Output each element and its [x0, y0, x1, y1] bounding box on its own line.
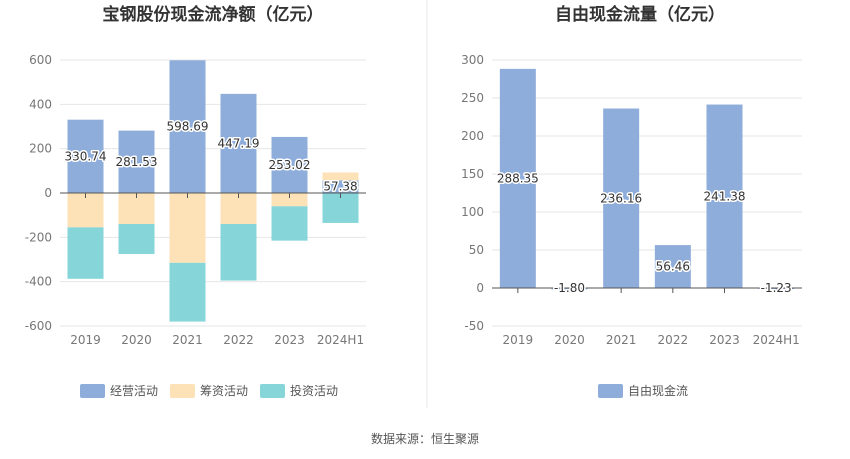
data-label: 57.38 [323, 180, 357, 194]
bar-投资活动-2021 [169, 262, 206, 322]
y-gridlines [60, 59, 366, 327]
data-label: 288.35 [497, 171, 539, 185]
x-tick-label: 2020 [554, 333, 585, 347]
zero-axis [60, 192, 366, 198]
data-label: 253.02 [269, 158, 311, 172]
data-label: 598.69 [167, 120, 209, 134]
bar-经营活动-2024H1 [322, 180, 359, 193]
data-label: 330.74 [65, 149, 107, 163]
data-label: -1.80 [554, 281, 585, 295]
legend-swatch [170, 384, 195, 398]
y-tick-label: 0 [476, 281, 484, 295]
bar-投资活动-2020 [118, 224, 155, 254]
data-label: 236.16 [600, 191, 642, 205]
bar-经营活动-2023 [271, 136, 308, 193]
bar-投资活动-2023 [271, 206, 308, 241]
chart-title: 自由现金流量（亿元） [555, 4, 725, 25]
x-tick-label: 2021 [172, 333, 203, 347]
bar-经营活动-2021 [169, 60, 206, 194]
legend-label: 投资活动 [290, 383, 338, 398]
y-axis: 300 250 200 150 100 50 0 -50 [461, 53, 484, 333]
bars [67, 60, 359, 322]
y-tick-label: 100 [461, 205, 484, 219]
x-tick-label: 2022 [223, 333, 254, 347]
zero-axis [492, 287, 802, 293]
bar-经营活动-2019 [67, 119, 104, 193]
data-label: 281.53 [116, 155, 158, 169]
bar-自由现金流-2019 [499, 68, 536, 288]
bar-投资活动-2022 [220, 224, 257, 281]
x-axis: 2019 2020 2021 2022 2023 2024H1 [503, 333, 800, 347]
y-axis: 600 400 200 0 -200 -400 -600 [25, 53, 52, 333]
data-label: -1.23 [761, 281, 792, 295]
x-tick-label: 2019 [70, 333, 101, 347]
y-gridlines [492, 59, 802, 327]
data-label: 56.46 [656, 260, 690, 274]
y-tick-label: -600 [25, 319, 52, 333]
bars [499, 68, 795, 290]
x-tick-label: 2024H1 [317, 333, 364, 347]
y-tick-label: 200 [29, 142, 52, 156]
chart-title: 宝钢股份现金流净额（亿元） [103, 4, 324, 25]
x-tick-label: 2023 [274, 333, 305, 347]
bar-筹资活动-2020 [118, 193, 155, 225]
legend-label: 自由现金流 [628, 383, 688, 398]
free-cashflow-chart: 自由现金流量（亿元） 300 250 200 150 100 50 0 -50 2019 202… [461, 4, 802, 398]
legend-swatch [80, 384, 105, 398]
bar-筹资活动-2022 [220, 193, 257, 225]
net-cashflow-chart: 宝钢股份现金流净额（亿元） 600 400 200 0 -200 -400 -600 201… [25, 4, 366, 398]
y-tick-label: -200 [25, 230, 52, 244]
y-tick-label: 150 [461, 167, 484, 181]
bar-自由现金流-2021 [603, 108, 640, 288]
x-tick-label: 2019 [503, 333, 534, 347]
legend: 经营活动 筹资活动 投资活动 [80, 383, 338, 398]
y-tick-label: 200 [461, 129, 484, 143]
bar-自由现金流-2023 [706, 104, 743, 288]
source-note: 数据来源：恒生聚源 [371, 431, 479, 446]
y-tick-label: 300 [461, 53, 484, 67]
data-labels: 288.35 -1.80 236.16 56.46 241.38 -1.23 [495, 170, 793, 297]
bar-经营活动-2022 [220, 93, 257, 193]
y-tick-label: 250 [461, 91, 484, 105]
bar-投资活动-2019 [67, 227, 104, 279]
y-tick-label: 0 [44, 186, 52, 200]
x-axis: 2019 2020 2021 2022 2023 2024H1 [70, 333, 364, 347]
x-tick-label: 2021 [606, 333, 637, 347]
x-tick-label: 2022 [658, 333, 689, 347]
data-label: 447.19 [218, 136, 260, 150]
y-tick-label: 50 [469, 243, 484, 257]
legend-label: 筹资活动 [200, 384, 248, 398]
y-tick-label: 400 [29, 97, 52, 111]
data-labels: 330.74 281.53 598.69 447.19 253.02 57.38 [63, 118, 359, 195]
y-tick-label: -50 [464, 319, 484, 333]
bar-筹资活动-2024H1 [322, 172, 359, 181]
data-label: 241.38 [704, 189, 746, 203]
bar-筹资活动-2019 [67, 193, 104, 228]
legend-swatch [598, 384, 623, 398]
legend: 自由现金流 [598, 383, 688, 398]
bar-筹资活动-2021 [169, 193, 206, 263]
x-tick-label: 2023 [709, 333, 740, 347]
x-tick-label: 2020 [121, 333, 152, 347]
bar-筹资活动-2023 [271, 193, 308, 207]
legend-label: 经营活动 [110, 384, 158, 398]
y-tick-label: -400 [25, 275, 52, 289]
bar-经营活动-2020 [118, 130, 155, 193]
x-tick-label: 2024H1 [753, 333, 800, 347]
bar-自由现金流-2022 [654, 245, 691, 288]
y-tick-label: 600 [29, 53, 52, 67]
legend-swatch [260, 384, 285, 398]
